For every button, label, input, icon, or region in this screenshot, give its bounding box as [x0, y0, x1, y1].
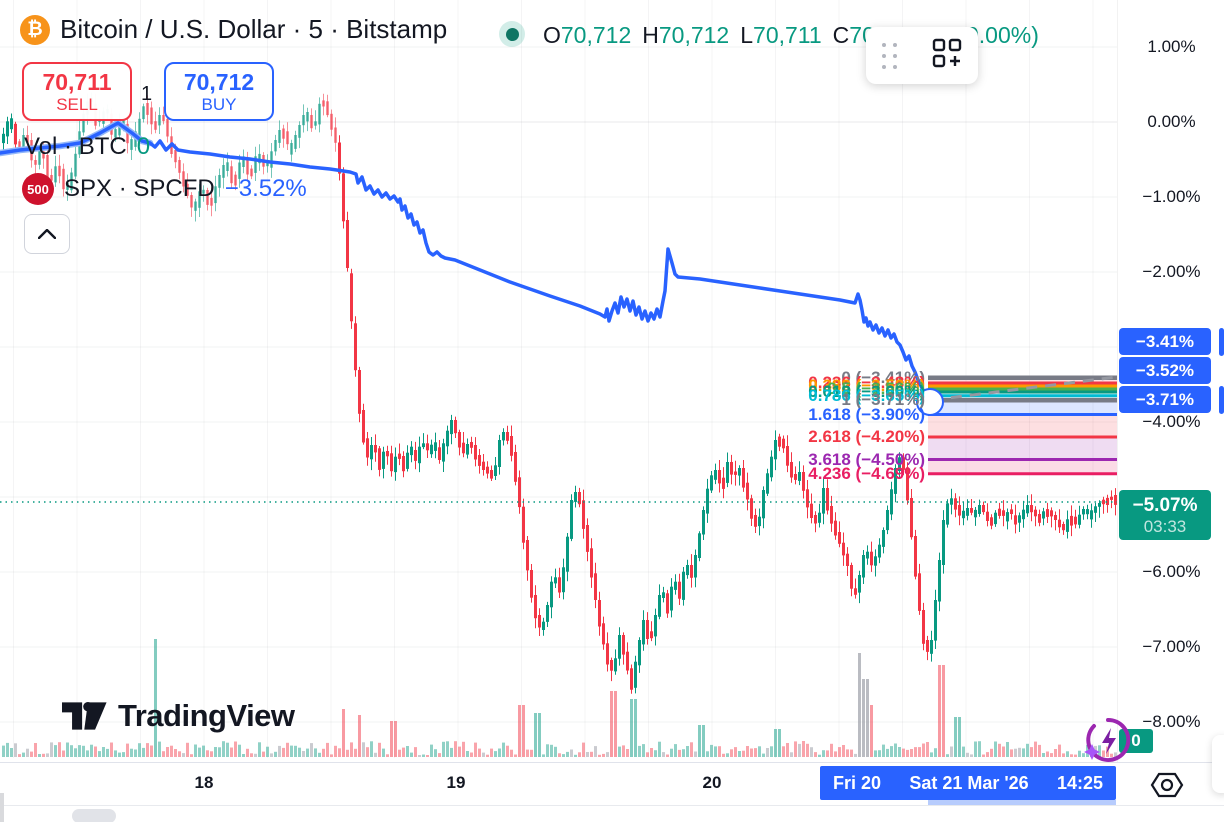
price-tick-label: −6.00% — [1142, 562, 1201, 581]
price-tick-label: 0.00% — [1147, 112, 1196, 131]
fib-level-label: 4.236 (−4.69%) — [808, 463, 925, 483]
open-label: O — [543, 22, 561, 48]
lightning-promo-icon[interactable] — [1082, 714, 1134, 771]
price-tick-label: −2.00% — [1142, 262, 1201, 281]
tradingview-wordmark: TradingView — [118, 698, 295, 733]
floating-widget-toolbar — [866, 27, 978, 84]
comparison-change-value: −3.52% — [224, 175, 307, 202]
sell-price: 70,711 — [42, 69, 112, 95]
price-axis-badge: −3.71% — [1119, 386, 1211, 413]
scale-selection-mark — [1219, 386, 1224, 414]
fib-level-label: 0.786 (−3.65%) — [808, 385, 925, 405]
candle-countdown: 03:33 — [1143, 516, 1187, 536]
fib-level-label: 0.618 (−3.60%) — [808, 382, 925, 401]
price-tick-label: −7.00% — [1142, 637, 1201, 656]
tradingview-mark-icon — [62, 701, 107, 730]
fib-level-label: 1 (−3.71%) — [841, 390, 925, 410]
comparison-legend-row[interactable]: 500 SPX · SPCFD −3.52% — [22, 173, 307, 205]
fib-level-label: 0 (−3.41%) — [841, 367, 925, 387]
time-tick-label: 18 — [194, 773, 214, 792]
drawing-anchor-handle[interactable] — [916, 388, 944, 416]
price-tick-label: −1.00% — [1142, 187, 1201, 206]
symbol-title: Bitcoin / U.S. Dollar · 5 · Bitstamp — [60, 14, 448, 44]
comparison-symbol-label: SPX · SPCFD — [64, 175, 215, 202]
scale-selection-mark — [1219, 328, 1224, 356]
price-axis-badge: −3.52% — [1119, 357, 1211, 384]
price-tick-label: 1.00% — [1147, 37, 1196, 56]
collapse-legend-button[interactable] — [24, 214, 70, 254]
edge-widget-fragment — [1212, 735, 1224, 793]
add-widget-icon[interactable] — [932, 38, 962, 73]
left-edge-fragment — [0, 793, 4, 822]
buy-button[interactable]: 70,712 BUY — [164, 62, 274, 121]
market-status-icon[interactable] — [499, 21, 525, 47]
close-label: C — [832, 22, 850, 48]
high-value: 70,712 — [658, 22, 730, 48]
drag-handle-icon[interactable] — [882, 42, 897, 69]
fib-retracement-drawing[interactable] — [928, 375, 1118, 476]
buy-price: 70,712 — [183, 69, 255, 95]
time-scale[interactable]: Fri 20 Sat 21 Mar '26 14:25 18 19 20 — [0, 762, 1224, 806]
change-percent-partial: 0.00%) — [966, 22, 1039, 48]
fib-level-label: 2.618 (−4.20%) — [808, 427, 925, 446]
sp500-badge-icon: 500 — [22, 173, 54, 205]
time-range-substrip — [928, 800, 1116, 806]
fib-level-label: 0.5 (−3.56%) — [827, 379, 925, 398]
time-tick-label: 19 — [446, 773, 466, 792]
time-tick-label: 20 — [702, 773, 722, 792]
bitcoin-icon: ₿ — [20, 14, 50, 45]
sell-button[interactable]: 70,711 SELL — [22, 62, 132, 121]
fib-level-label: 3.618 (−4.50%) — [808, 449, 925, 469]
time-range-bar: Fri 20 Sat 21 Mar '26 14:25 — [820, 766, 1116, 800]
price-tick-label: −4.00% — [1142, 412, 1201, 431]
sell-label: SELL — [56, 95, 98, 114]
tradingview-logo[interactable]: TradingView — [62, 698, 295, 734]
bottom-scroll-area — [0, 805, 1224, 822]
high-label: H — [642, 22, 659, 48]
pane-settings-icon[interactable] — [1147, 770, 1187, 805]
low-value: 70,711 — [753, 22, 822, 48]
volume-legend-value: 0 — [136, 133, 151, 160]
volume-legend-label: Vol · BTC — [24, 133, 127, 160]
range-start-label: Fri 20 — [833, 772, 882, 793]
symbol-header: ₿ Bitcoin / U.S. Dollar · 5 · Bitstamp — [20, 14, 447, 45]
range-mid-label: Sat 21 Mar '26 — [909, 772, 1029, 793]
fib-level-label: 0.382 (−3.52%) — [808, 376, 925, 395]
scrollbar-thumb[interactable] — [72, 809, 116, 822]
fib-level-label: 1.618 (−3.90%) — [808, 404, 925, 424]
spx-comparison-line[interactable] — [0, 119, 932, 404]
range-time-label: 14:25 — [1056, 772, 1103, 793]
price-axis-badge: −3.41% — [1119, 328, 1211, 355]
chevron-up-icon — [38, 229, 56, 239]
volume-legend-row[interactable]: Vol · BTC 0 — [24, 133, 150, 161]
spread-value: 1 — [141, 83, 153, 105]
last-price-badge: −5.07% 03:33 — [1119, 490, 1211, 540]
price-scale[interactable]: 1.00% 0.00% −1.00% −2.00% −4.00% −6.00% −7.00%… — [1117, 0, 1224, 762]
last-price-badge-value: −5.07% — [1132, 494, 1198, 516]
price-tick-label: −8.00% — [1142, 712, 1201, 731]
low-label: L — [740, 22, 754, 48]
buy-label: BUY — [201, 95, 237, 114]
grid — [0, 0, 1117, 758]
open-value: 70,712 — [560, 22, 632, 48]
fib-level-label: 0.236 (−3.48%) — [808, 373, 925, 392]
